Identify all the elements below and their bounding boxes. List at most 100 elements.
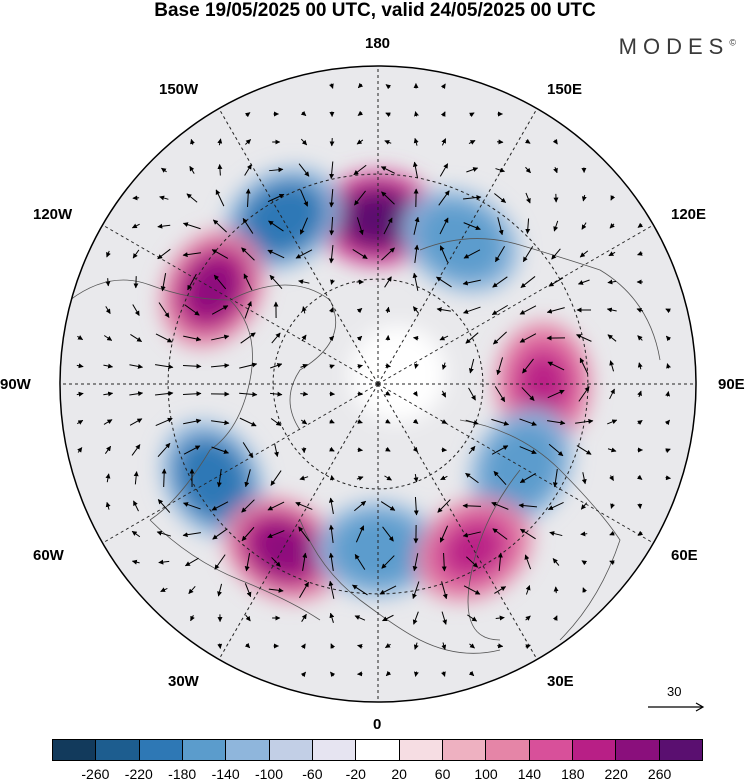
wind-vector bbox=[440, 83, 446, 90]
wind-vector bbox=[295, 501, 313, 510]
wind-vector bbox=[413, 642, 419, 650]
colorbar-tick-label: -260 bbox=[81, 766, 110, 782]
wind-vector bbox=[379, 585, 397, 595]
wind-vector bbox=[385, 363, 391, 368]
wind-vector bbox=[491, 418, 510, 426]
colorbar-tick-label: 60 bbox=[434, 766, 451, 782]
wind-vector bbox=[579, 357, 589, 375]
wind-vector bbox=[606, 307, 617, 313]
wind-vector bbox=[468, 139, 476, 145]
wind-vector bbox=[329, 475, 335, 481]
wind-vector bbox=[158, 302, 170, 318]
wind-vector bbox=[104, 445, 112, 454]
colorbar-swatch bbox=[616, 740, 660, 760]
wind-vector bbox=[241, 499, 255, 513]
wind-vector bbox=[155, 390, 174, 396]
map-border bbox=[59, 65, 697, 703]
wind-vector bbox=[412, 611, 419, 625]
colorbar-tick-label: 20 bbox=[391, 766, 407, 782]
colorbar-swatch bbox=[486, 740, 530, 760]
wind-vector bbox=[496, 357, 504, 376]
wind-vector bbox=[581, 194, 587, 202]
wind-vector bbox=[76, 419, 84, 425]
meridian-line bbox=[218, 383, 379, 660]
wind-vector bbox=[521, 387, 535, 401]
wind-vector bbox=[439, 335, 449, 341]
wind-vector bbox=[182, 391, 202, 397]
wind-vector bbox=[244, 553, 251, 572]
wind-vector bbox=[157, 442, 171, 458]
wind-vector bbox=[637, 362, 643, 370]
wind-vector bbox=[610, 503, 615, 509]
wind-vector bbox=[190, 615, 195, 622]
wind-vector bbox=[300, 363, 308, 369]
wind-vector bbox=[129, 391, 144, 397]
colorbar-tick-label: -60 bbox=[302, 766, 323, 782]
colorbar-swatch bbox=[529, 740, 573, 760]
wind-vector bbox=[441, 642, 447, 650]
latitude-circle bbox=[167, 173, 589, 595]
colorbar-tick-label: -220 bbox=[124, 766, 153, 782]
wind-vector bbox=[183, 418, 202, 425]
colorbar-tick-label: -20 bbox=[345, 766, 366, 782]
wind-vector bbox=[217, 643, 223, 649]
wind-vector bbox=[546, 307, 565, 314]
wind-vector bbox=[103, 335, 113, 341]
wind-vector bbox=[189, 165, 195, 174]
reference-vector-label: 30 bbox=[667, 684, 682, 699]
wind-vector bbox=[356, 139, 364, 145]
wind-vector bbox=[103, 363, 114, 369]
wind-vector bbox=[385, 390, 391, 396]
wind-vector bbox=[463, 585, 481, 595]
wind-vector bbox=[519, 446, 537, 455]
wind-vector bbox=[465, 419, 479, 425]
wind-vector bbox=[161, 468, 167, 488]
wind-vector bbox=[547, 389, 565, 399]
wind-vector bbox=[328, 524, 334, 543]
wind-vector bbox=[440, 475, 448, 481]
wind-vector bbox=[441, 419, 448, 424]
colorbar-tick-label: 220 bbox=[604, 766, 628, 782]
wind-vector bbox=[155, 364, 174, 370]
wind-vector bbox=[552, 469, 558, 488]
wind-vector bbox=[106, 250, 111, 258]
wind-vector bbox=[184, 557, 199, 567]
wind-vector bbox=[217, 163, 223, 176]
wind-vector bbox=[519, 305, 537, 315]
wind-vector bbox=[491, 501, 509, 510]
anomaly-contour bbox=[187, 259, 239, 318]
wind-vector bbox=[328, 552, 334, 571]
wind-vector bbox=[384, 140, 392, 145]
wind-vector bbox=[103, 419, 113, 425]
wind-vector bbox=[328, 307, 334, 313]
wind-vector bbox=[552, 558, 560, 566]
wind-vector bbox=[439, 245, 449, 263]
wind-vector bbox=[414, 111, 419, 117]
wind-vector bbox=[186, 193, 198, 203]
wind-vector bbox=[412, 581, 420, 599]
wind-vector bbox=[239, 362, 258, 369]
colorbar-swatch bbox=[53, 740, 97, 760]
wind-vector bbox=[494, 586, 507, 594]
wind-vector bbox=[441, 138, 447, 146]
wind-vector bbox=[241, 526, 255, 542]
colorbar-tick-label: 260 bbox=[647, 766, 672, 782]
wind-vector bbox=[129, 363, 144, 369]
polar-map bbox=[59, 65, 697, 703]
wind-vector bbox=[607, 419, 618, 425]
wind-vector bbox=[553, 167, 558, 174]
wind-vector bbox=[440, 111, 446, 117]
colorbar-swatch bbox=[312, 740, 357, 760]
wind-vector bbox=[212, 219, 227, 233]
wind-vector bbox=[495, 167, 505, 173]
wind-vector bbox=[548, 277, 564, 287]
wind-vector bbox=[216, 469, 222, 488]
wind-vector bbox=[553, 586, 559, 594]
wind-vector bbox=[357, 418, 363, 424]
wind-vector bbox=[519, 333, 537, 343]
wind-vector bbox=[413, 671, 419, 677]
wind-vector bbox=[352, 249, 368, 259]
lon-label-120w: 120W bbox=[33, 206, 73, 223]
wind-vector bbox=[244, 164, 252, 176]
wind-vector bbox=[413, 335, 419, 341]
